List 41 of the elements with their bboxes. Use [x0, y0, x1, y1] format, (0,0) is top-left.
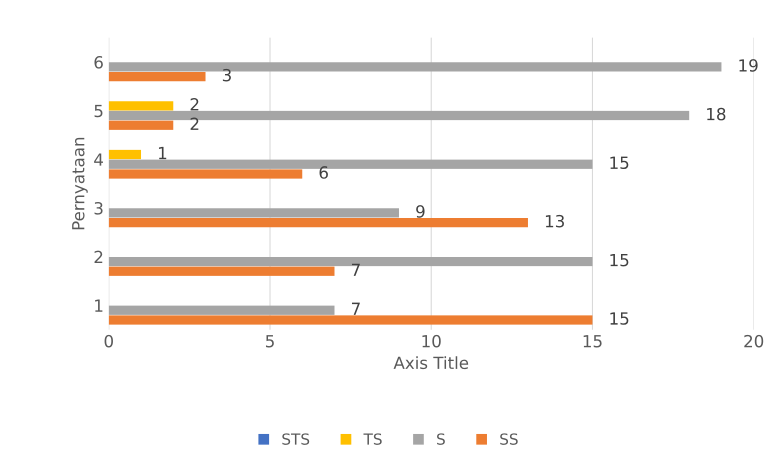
- y-tick-label: 2: [94, 250, 102, 264]
- y-axis-title: Pernyataan: [72, 138, 88, 230]
- legend-label: SS: [500, 433, 518, 445]
- legend-label: STS: [282, 433, 310, 445]
- data-label: 15: [610, 254, 628, 266]
- data-label: 2: [190, 118, 198, 130]
- x-tick-label: 15: [584, 335, 602, 348]
- legend-label: S: [437, 433, 445, 445]
- x-tick-label: 20: [744, 334, 764, 348]
- data-label: 2: [190, 98, 198, 110]
- y-tick-label: 1: [95, 300, 102, 312]
- bar: [108, 101, 174, 110]
- data-label: 3: [222, 68, 231, 82]
- x-tick-label: 5: [266, 335, 274, 348]
- bar: [108, 266, 334, 276]
- y-tick-label: 3: [94, 202, 103, 215]
- y-tick-label: 6: [94, 56, 103, 69]
- x-axis-title: Axis Title: [394, 356, 468, 370]
- bar: [108, 306, 334, 315]
- bar: [108, 218, 528, 228]
- x-tick-label: 10: [422, 334, 441, 348]
- data-label: 1: [158, 146, 166, 160]
- data-label: 9: [416, 205, 425, 218]
- data-label: 19: [739, 59, 758, 72]
- data-label: 15: [610, 156, 628, 170]
- bar: [108, 150, 142, 160]
- bar: [108, 315, 592, 325]
- bar: [108, 208, 399, 218]
- y-tick-label: 4: [94, 154, 103, 166]
- data-label: 13: [546, 214, 564, 228]
- legend-label: TS: [363, 433, 382, 445]
- bar: [108, 120, 174, 130]
- bar: [108, 169, 302, 179]
- bar: [108, 72, 206, 82]
- data-label: 15: [610, 312, 628, 325]
- data-label: 7: [352, 264, 360, 276]
- data-label: 18: [707, 108, 726, 120]
- y-tick-label: 5: [94, 104, 102, 118]
- data-label: 6: [320, 166, 328, 179]
- data-label: 7: [352, 302, 360, 315]
- x-tick-label: 0: [104, 334, 113, 348]
